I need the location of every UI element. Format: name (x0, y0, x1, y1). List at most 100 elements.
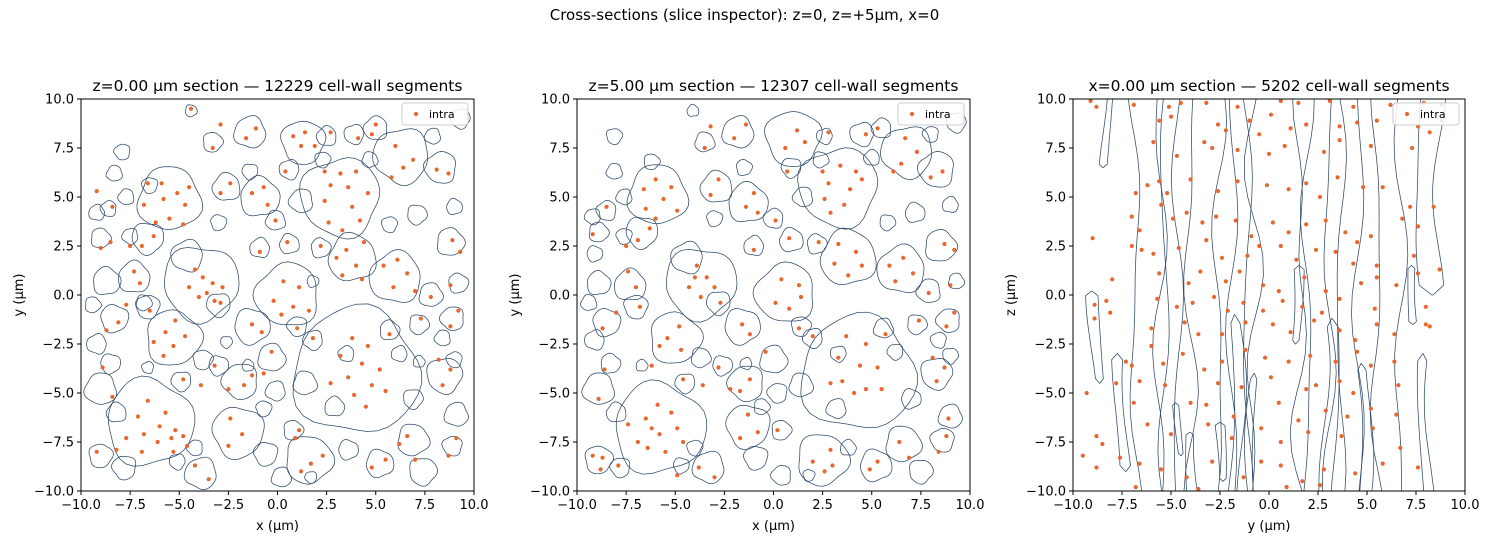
intra-point (942, 365, 947, 370)
intra-point (185, 443, 190, 448)
intra-point (1304, 122, 1309, 127)
cell-wall (934, 308, 960, 333)
y-tick-label: −5.0 (42, 387, 74, 402)
intra-point (681, 439, 686, 445)
cell-wall (797, 147, 879, 230)
cell-wall (141, 177, 159, 194)
intra-point (1259, 459, 1264, 464)
y-tick-label: 10.0 (1037, 93, 1066, 108)
intra-point (600, 326, 605, 331)
intra-point (1184, 210, 1189, 215)
cell-wall (211, 171, 241, 201)
cell-wall (600, 352, 622, 374)
intra-point (1408, 204, 1413, 209)
intra-point (1280, 298, 1285, 303)
intra-point (1137, 461, 1142, 466)
intra-point (328, 381, 333, 386)
cell-wall (860, 448, 893, 483)
cell-wall (870, 117, 892, 139)
intra-point (626, 269, 631, 274)
intra-point (1388, 102, 1393, 107)
plot-area (83, 104, 471, 491)
x-tick-label: −5.0 (659, 498, 691, 513)
intra-point (1304, 181, 1309, 186)
cell-wall (752, 261, 813, 322)
intra-point (1196, 486, 1201, 491)
cell-wall (118, 259, 151, 293)
intra-point (151, 234, 156, 239)
intra-point (1092, 302, 1097, 307)
intra-point (1202, 367, 1207, 372)
cell-wall (588, 221, 610, 243)
cell-wall (100, 304, 130, 334)
intra-point (1129, 363, 1134, 368)
intra-point (712, 475, 717, 480)
cell-wall (448, 272, 470, 294)
intra-point (253, 126, 258, 131)
intra-point (643, 206, 648, 211)
intra-point (365, 191, 370, 196)
intra-point (279, 312, 284, 317)
cell-wall (324, 395, 346, 417)
intra-point (181, 434, 186, 439)
y-tick-label: 5.0 (549, 191, 570, 206)
cell-wall (586, 245, 604, 263)
intra-point (1319, 310, 1324, 315)
intra-point (826, 181, 831, 186)
intra-point (145, 398, 150, 403)
intra-point (328, 183, 333, 188)
intra-point (669, 185, 674, 190)
intra-point (1337, 124, 1342, 129)
intra-point (1212, 294, 1217, 300)
intra-point (590, 453, 595, 458)
intra-point (602, 367, 607, 372)
cell-wall (1111, 353, 1131, 472)
intra-point (1333, 249, 1338, 254)
intra-point (1159, 467, 1164, 472)
cell-wall (306, 274, 320, 288)
cell-wall (365, 448, 395, 479)
intra-point (1182, 320, 1187, 325)
cell-wall (643, 153, 661, 171)
intra-point (1355, 349, 1360, 354)
intra-point (354, 169, 359, 174)
intra-point (1123, 359, 1128, 364)
x-tick-label: 10.0 (460, 498, 489, 513)
intra-point (743, 204, 749, 209)
legend-marker (1404, 111, 1410, 117)
panel-2: −10.0−10.0 −7.5 −7.5 −5.0 −5.0 −2.5 −2.5 0.0 0.0… (508, 77, 984, 534)
intra-point (98, 245, 103, 251)
x-tick-label: −2.5 (213, 498, 245, 513)
intra-point (653, 177, 658, 182)
cell-wall (635, 358, 649, 372)
intra-point (167, 216, 172, 221)
cell-wall (192, 349, 214, 371)
cell-wall (615, 188, 633, 206)
intra-point (173, 428, 178, 433)
cell-wall (762, 207, 784, 229)
x-tick-label: 2.5 (812, 498, 833, 513)
cell-wall (327, 231, 377, 282)
x-tick-label: −10.0 (61, 498, 101, 513)
intra-point (700, 383, 705, 388)
cell-wall (379, 319, 401, 341)
cell-wall (220, 336, 233, 349)
y-tick-label: −7.5 (1034, 436, 1066, 451)
intra-point (116, 320, 121, 325)
intra-point (383, 388, 388, 394)
legend-label: intra (1420, 108, 1446, 121)
intra-point (1104, 298, 1109, 303)
intra-point (1368, 363, 1373, 368)
intra-point (822, 196, 827, 202)
cell-wall (286, 436, 336, 485)
y-tick-label: −2.5 (1034, 338, 1066, 353)
intra-point (897, 439, 902, 445)
intra-point (1129, 243, 1134, 249)
intra-point (198, 383, 203, 388)
axes-frame (576, 98, 971, 492)
intra-point (633, 285, 639, 290)
intra-point (1374, 118, 1379, 123)
intra-point (810, 334, 815, 339)
cell-wall (287, 188, 313, 213)
